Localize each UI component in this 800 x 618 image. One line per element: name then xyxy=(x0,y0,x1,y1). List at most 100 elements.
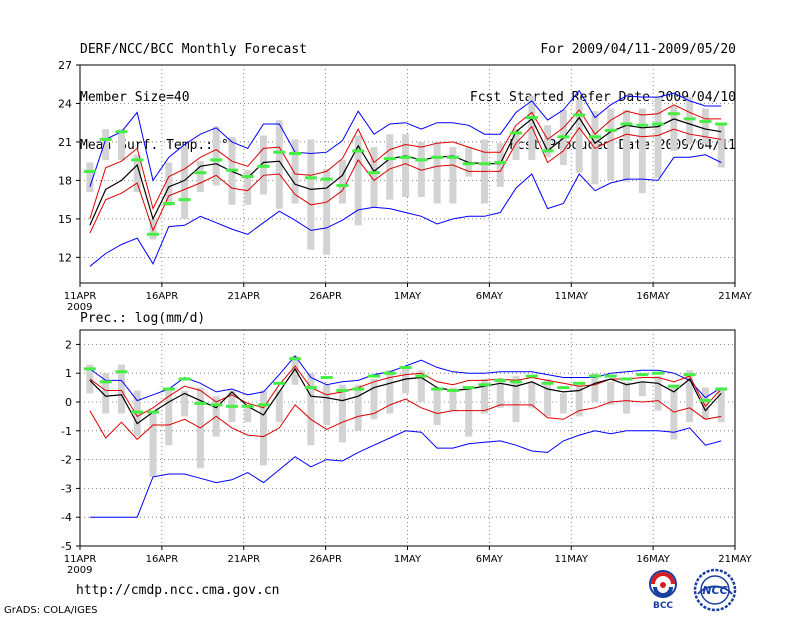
panel1-x-tick-label: 26APR xyxy=(309,291,342,302)
panel2-ensemble-bar xyxy=(402,367,409,393)
panel1-marker xyxy=(636,124,648,127)
panel1-ensemble-bar xyxy=(165,162,172,206)
panel1-marker xyxy=(384,157,396,160)
panel1-ensemble-bar xyxy=(102,129,109,160)
panel1-marker xyxy=(179,198,191,201)
panel2-min-line xyxy=(90,428,721,517)
panel1-x-tick-label: 16MAY xyxy=(636,291,670,302)
panel2-ensemble-bar xyxy=(150,411,157,477)
panel1-marker xyxy=(478,162,490,165)
variable-label-prec: Prec.: log(mm/d) xyxy=(80,311,205,326)
panel1-marker xyxy=(510,131,522,134)
panel2-marker xyxy=(573,382,585,385)
panel2-marker xyxy=(242,405,254,408)
panel1-marker xyxy=(715,122,727,125)
panel1-ensemble-bar xyxy=(181,146,188,219)
panel1-marker xyxy=(258,165,270,168)
panel1-marker xyxy=(368,171,380,174)
panel2-marker xyxy=(384,372,396,375)
panel1-marker xyxy=(415,158,427,161)
panel2-marker xyxy=(147,411,159,414)
panel1-ensemble-bar xyxy=(386,134,393,199)
panel2-marker xyxy=(431,388,443,391)
panel2-x-tick-label: 11MAY xyxy=(554,554,588,565)
panel1-y-tick-label: 18 xyxy=(58,174,72,187)
panel1-ensemble-bar xyxy=(339,160,346,204)
panel1-marker xyxy=(147,233,159,236)
panel2-marker xyxy=(336,389,348,392)
ncc-logo-text: NCC xyxy=(702,584,727,597)
panel2-marker xyxy=(415,375,427,378)
panel1-x-tick-label: 6MAY xyxy=(476,291,504,302)
panel1-ensemble-bar xyxy=(623,110,630,182)
panel2-x-tick-label: 1MAY xyxy=(394,554,422,565)
panel2-x-tick-label: 6MAY xyxy=(476,554,504,565)
panel1-marker xyxy=(273,151,285,154)
panel1-ensemble-bar xyxy=(686,97,693,144)
panel1-marker xyxy=(447,156,459,159)
panel1-marker xyxy=(494,161,506,164)
panel2-marker xyxy=(636,373,648,376)
panel1-marker xyxy=(431,156,443,159)
bcc-logo-text: BCC xyxy=(653,601,673,610)
panel2-x-tick-label: 26APR xyxy=(309,554,342,565)
panel2-marker xyxy=(321,376,333,379)
panel2-ensemble-bar xyxy=(260,390,267,465)
panel1-y-tick-label: 27 xyxy=(58,59,72,72)
panel1-x-tick-label: 11APR xyxy=(64,291,97,302)
panel2-marker xyxy=(84,367,96,370)
panel1-marker xyxy=(526,116,538,119)
panel2-marker xyxy=(210,403,222,406)
panel2-marker xyxy=(668,385,680,388)
panel2-marker xyxy=(699,399,711,402)
panel2-marker xyxy=(715,388,727,391)
panel1-marker xyxy=(605,129,617,132)
panel1-marker xyxy=(131,158,143,161)
panel1-marker xyxy=(163,202,175,205)
panel2-ensemble-bar xyxy=(355,385,362,431)
panel2-y-tick-label: 0 xyxy=(65,396,72,409)
panel1-ensemble-bar xyxy=(639,109,646,194)
panel2-marker xyxy=(258,403,270,406)
panel2-y-tick-label: -2 xyxy=(61,454,72,467)
panel1-marker xyxy=(84,170,96,173)
panel1-marker xyxy=(668,112,680,115)
panel2-ensemble-bar xyxy=(560,393,567,413)
panel1-x-tick-label: 11MAY xyxy=(554,291,588,302)
panel2-marker xyxy=(194,402,206,405)
panel2-marker xyxy=(115,370,127,373)
panel1-marker xyxy=(100,138,112,141)
panel2-y-tick-label: 1 xyxy=(65,367,72,380)
panel1-marker xyxy=(321,178,333,181)
panel2-marker xyxy=(652,372,664,375)
panel2-ensemble-bar xyxy=(623,382,630,414)
panel1-marker xyxy=(305,176,317,179)
panel2-marker xyxy=(542,382,554,385)
panel1-marker xyxy=(242,175,254,178)
panel1-marker xyxy=(115,130,127,133)
panel2-marker xyxy=(100,380,112,383)
panel2-y-tick-label: 2 xyxy=(65,338,72,351)
panel2-marker xyxy=(478,383,490,386)
panel2-ensemble-bar xyxy=(639,382,646,396)
panel1-marker xyxy=(194,171,206,174)
panel2-marker xyxy=(589,375,601,378)
panel2-marker xyxy=(179,377,191,380)
panel1-marker xyxy=(226,169,238,172)
panel2-x-tick-label: 21APR xyxy=(227,554,260,565)
panel1-marker xyxy=(542,149,554,152)
panel1-marker xyxy=(589,135,601,138)
panel1-y-tick-label: 21 xyxy=(58,136,72,149)
panel2-y-tick-label: -3 xyxy=(61,482,72,495)
panel2-marker xyxy=(621,377,633,380)
source-url[interactable]: http://cmdp.ncc.cma.gov.cn xyxy=(76,583,280,598)
panel2-marker xyxy=(305,386,317,389)
panel2-marker xyxy=(605,375,617,378)
panel2-marker xyxy=(131,411,143,414)
panel1-ensemble-bar xyxy=(402,134,409,197)
panel2-ensemble-bar xyxy=(528,382,535,408)
panel1-marker xyxy=(557,135,569,138)
panel1-marker xyxy=(463,162,475,165)
panel2-marker xyxy=(684,373,696,376)
panel2-year-label: 2009 xyxy=(67,565,92,576)
